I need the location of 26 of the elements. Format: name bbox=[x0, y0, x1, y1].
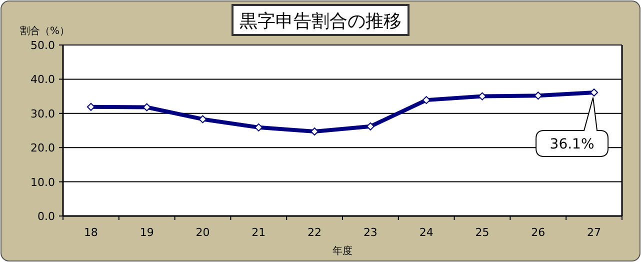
y-tick-label: 50.0 bbox=[30, 39, 55, 52]
point bbox=[86, 102, 95, 111]
y-tick-label: 40.0 bbox=[30, 73, 55, 86]
point bbox=[422, 96, 430, 104]
y-tick-label: 20.0 bbox=[30, 142, 55, 155]
x-tick-label: 24 bbox=[419, 226, 434, 239]
x-tick-label: 22 bbox=[308, 226, 322, 239]
x-tick-label: 25 bbox=[475, 226, 490, 239]
y-tick-label: 30.0 bbox=[30, 107, 55, 120]
x-tick-label: 27 bbox=[587, 226, 602, 239]
x-tick-label: 19 bbox=[140, 226, 154, 239]
x-tick-label: 18 bbox=[84, 226, 98, 239]
point bbox=[198, 115, 207, 124]
y-tick-label: 0.0 bbox=[38, 210, 55, 223]
x-tick-label: 20 bbox=[196, 226, 210, 239]
x-axis-title: 年度 bbox=[332, 245, 352, 257]
x-tick-label: 23 bbox=[363, 226, 378, 239]
point bbox=[590, 88, 598, 97]
data-label: 36.1% bbox=[550, 136, 594, 153]
point bbox=[478, 92, 486, 100]
chart-title: 黒字申告割合の推移 bbox=[240, 11, 402, 32]
x-tick-label: 21 bbox=[252, 226, 266, 239]
y-tick-label: 10.0 bbox=[30, 176, 55, 189]
y-axis-title: 割合（%） bbox=[20, 25, 70, 37]
x-tick-label: 26 bbox=[531, 226, 546, 239]
arrow-callout: 36.1% bbox=[536, 97, 609, 158]
